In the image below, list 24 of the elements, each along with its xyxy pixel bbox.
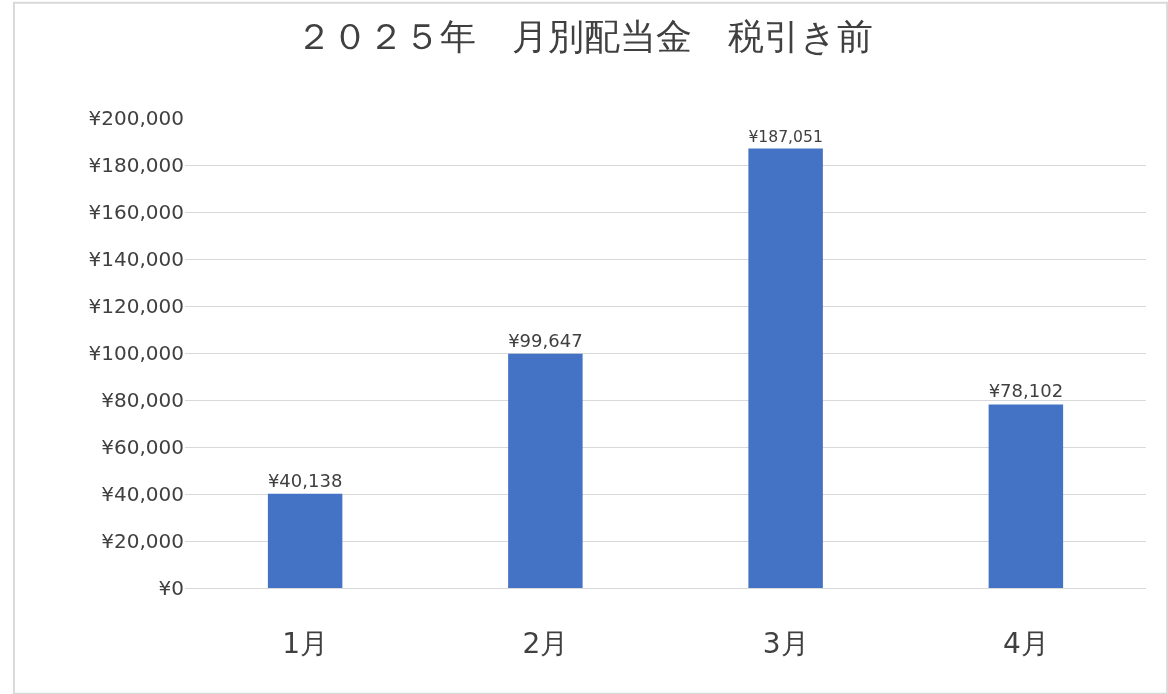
y-tick-label: ¥180,000 (88, 153, 184, 177)
y-tick-label: ¥60,000 (101, 435, 184, 459)
bar (988, 404, 1064, 588)
data-label: ¥40,138 (267, 469, 343, 491)
chart-title: ２０２５年 月別配当金 税引き前 (295, 16, 873, 58)
x-tick-label: 4月 (1002, 626, 1049, 660)
y-tick-label: ¥120,000 (88, 294, 184, 318)
x-tick-label: 2月 (522, 626, 569, 660)
data-label: ¥99,647 (508, 329, 583, 351)
y-tick-label: ¥40,000 (101, 482, 184, 506)
y-tick-label: ¥200,000 (88, 106, 184, 130)
y-tick-label: ¥80,000 (101, 388, 184, 412)
bar (267, 493, 343, 588)
y-tick-label: ¥0 (158, 576, 184, 600)
data-label: ¥78,102 (988, 380, 1064, 402)
y-tick-label: ¥160,000 (88, 200, 184, 224)
x-tick-label: 1月 (282, 626, 329, 660)
y-tick-label: ¥100,000 (88, 341, 184, 365)
x-tick-label: 3月 (762, 626, 809, 660)
y-tick-label: ¥20,000 (101, 529, 184, 553)
data-label: ¥187,051 (748, 127, 823, 146)
bar (508, 353, 583, 588)
bar (748, 148, 823, 588)
y-tick-label: ¥140,000 (88, 247, 184, 271)
